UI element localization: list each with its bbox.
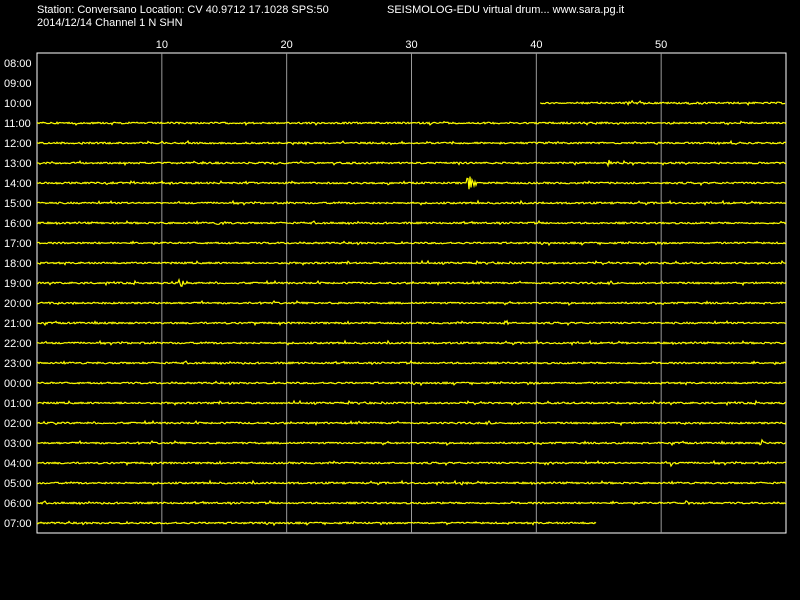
trace-14 (36, 339, 787, 346)
hour-label-16: 00:00 (4, 378, 32, 390)
hour-label-4: 12:00 (4, 138, 32, 150)
hour-label-8: 16:00 (4, 218, 32, 230)
grid-layer (36, 52, 787, 534)
hour-label-6: 14:00 (4, 178, 32, 190)
x-tick-label-40: 40 (530, 39, 542, 51)
trace-12 (36, 299, 787, 307)
hour-label-13: 21:00 (4, 318, 32, 330)
trace-21 (36, 479, 787, 486)
hour-label-17: 01:00 (4, 398, 32, 410)
hour-label-2: 10:00 (4, 98, 32, 110)
trace-16 (36, 380, 787, 387)
trace-4 (37, 139, 787, 146)
hour-label-14: 22:00 (4, 338, 32, 350)
trace-17 (36, 399, 787, 407)
hour-label-20: 04:00 (4, 458, 32, 470)
trace-20 (36, 459, 787, 468)
x-tick-label-20: 20 (281, 39, 293, 51)
x-tick-labels: 10 20 30 40 50 (156, 39, 668, 51)
trace-19 (37, 438, 787, 447)
x-tick-label-10: 10 (156, 39, 168, 51)
trace-6 (36, 176, 787, 190)
trace-23 (36, 520, 597, 527)
trace-2 (539, 99, 786, 107)
hour-label-7: 15:00 (4, 198, 32, 210)
hour-label-12: 20:00 (4, 298, 32, 310)
trace-3 (36, 120, 787, 127)
hour-label-22: 06:00 (4, 498, 32, 510)
trace-11 (36, 277, 787, 287)
trace-18 (37, 419, 787, 427)
hour-label-11: 19:00 (4, 278, 32, 290)
hour-label-10: 18:00 (4, 258, 32, 270)
trace-22 (37, 499, 787, 506)
hour-label-5: 13:00 (4, 158, 32, 170)
hour-label-15: 23:00 (4, 358, 32, 370)
brand-title: SEISMOLOG-EDU virtual drum... www.sara.p… (387, 4, 625, 16)
trace-10 (36, 259, 787, 266)
hour-label-9: 17:00 (4, 238, 32, 250)
hour-label-21: 05:00 (4, 478, 32, 490)
hour-label-3: 11:00 (4, 118, 31, 130)
hour-label-18: 02:00 (4, 418, 32, 430)
trace-15 (36, 359, 787, 366)
hour-label-19: 03:00 (4, 438, 32, 450)
trace-5 (37, 159, 786, 168)
hour-labels: 08:00 09:00 10:00 11:00 12:00 13:00 14:00 15:00… (4, 58, 32, 530)
x-tick-label-50: 50 (655, 39, 667, 51)
trace-7 (36, 199, 787, 206)
station-info: Station: Conversano Location: CV 40.9712… (37, 4, 329, 16)
trace-9 (36, 240, 787, 247)
hour-label-0: 08:00 (4, 58, 32, 70)
hour-label-23: 07:00 (4, 518, 32, 530)
trace-8 (36, 219, 787, 226)
date-channel-info: 2014/12/14 Channel 1 N SHN (37, 17, 183, 29)
x-tick-label-30: 30 (405, 39, 417, 51)
trace-13 (36, 319, 787, 327)
trace-layer (36, 99, 787, 527)
hour-label-1: 09:00 (4, 78, 32, 90)
